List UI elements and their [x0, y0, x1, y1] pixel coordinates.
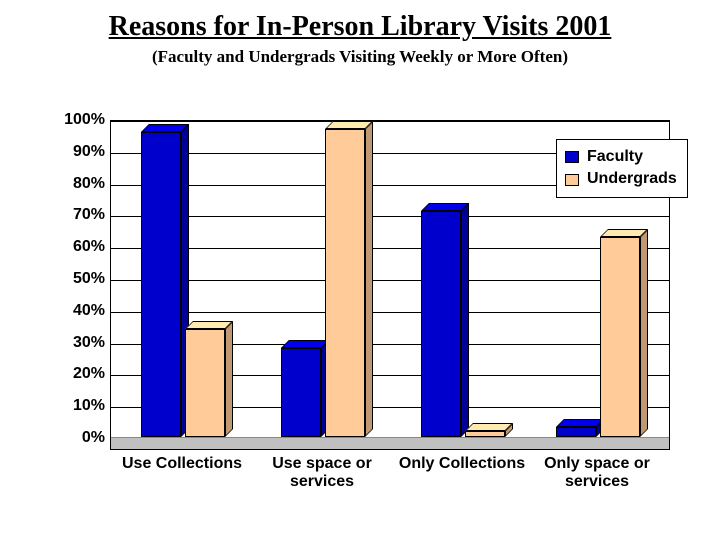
- x-category-label: Only Collections: [392, 455, 532, 473]
- y-tick-label: 30%: [73, 334, 105, 352]
- x-category-label: Use space or services: [252, 455, 392, 491]
- bar-undergrads: [465, 431, 505, 437]
- chart-subtitle: (Faculty and Undergrads Visiting Weekly …: [0, 47, 720, 67]
- bar-undergrads: [600, 237, 640, 437]
- y-tick-label: 0%: [82, 429, 105, 447]
- y-tick-label: 80%: [73, 175, 105, 193]
- gridline: [111, 216, 669, 217]
- legend-label: Undergrads: [587, 168, 677, 190]
- y-tick-label: 70%: [73, 206, 105, 224]
- gridline: [111, 312, 669, 313]
- y-tick-label: 20%: [73, 365, 105, 383]
- y-tick-label: 10%: [73, 397, 105, 415]
- bar-faculty: [281, 348, 321, 437]
- bar-undergrads: [325, 129, 365, 437]
- legend-item: Faculty: [565, 146, 677, 168]
- y-tick-label: 60%: [73, 238, 105, 256]
- legend-label: Faculty: [587, 146, 643, 168]
- bar-faculty: [141, 132, 181, 437]
- bar-faculty: [556, 427, 596, 437]
- plot-area: FacultyUndergrads: [110, 120, 670, 450]
- gridline: [111, 248, 669, 249]
- legend-swatch-icon: [565, 174, 579, 186]
- legend: FacultyUndergrads: [556, 139, 688, 198]
- bar-undergrads: [185, 329, 225, 437]
- y-tick-label: 90%: [73, 143, 105, 161]
- chart-title: Reasons for In-Person Library Visits 200…: [0, 12, 720, 43]
- gridline: [111, 121, 669, 122]
- legend-swatch-icon: [565, 151, 579, 163]
- chart-floor: [111, 437, 669, 449]
- chart: 0% 10% 20% 30% 40% 50% 60% 70% 80% 90% 100% Facult…: [40, 110, 680, 510]
- x-category-label: Only space or services: [527, 455, 667, 491]
- bar-faculty: [421, 211, 461, 437]
- gridline: [111, 280, 669, 281]
- legend-item: Undergrads: [565, 168, 677, 190]
- x-category-label: Use Collections: [112, 455, 252, 473]
- y-tick-label: 40%: [73, 302, 105, 320]
- y-tick-label: 50%: [73, 270, 105, 288]
- y-tick-label: 100%: [64, 111, 105, 129]
